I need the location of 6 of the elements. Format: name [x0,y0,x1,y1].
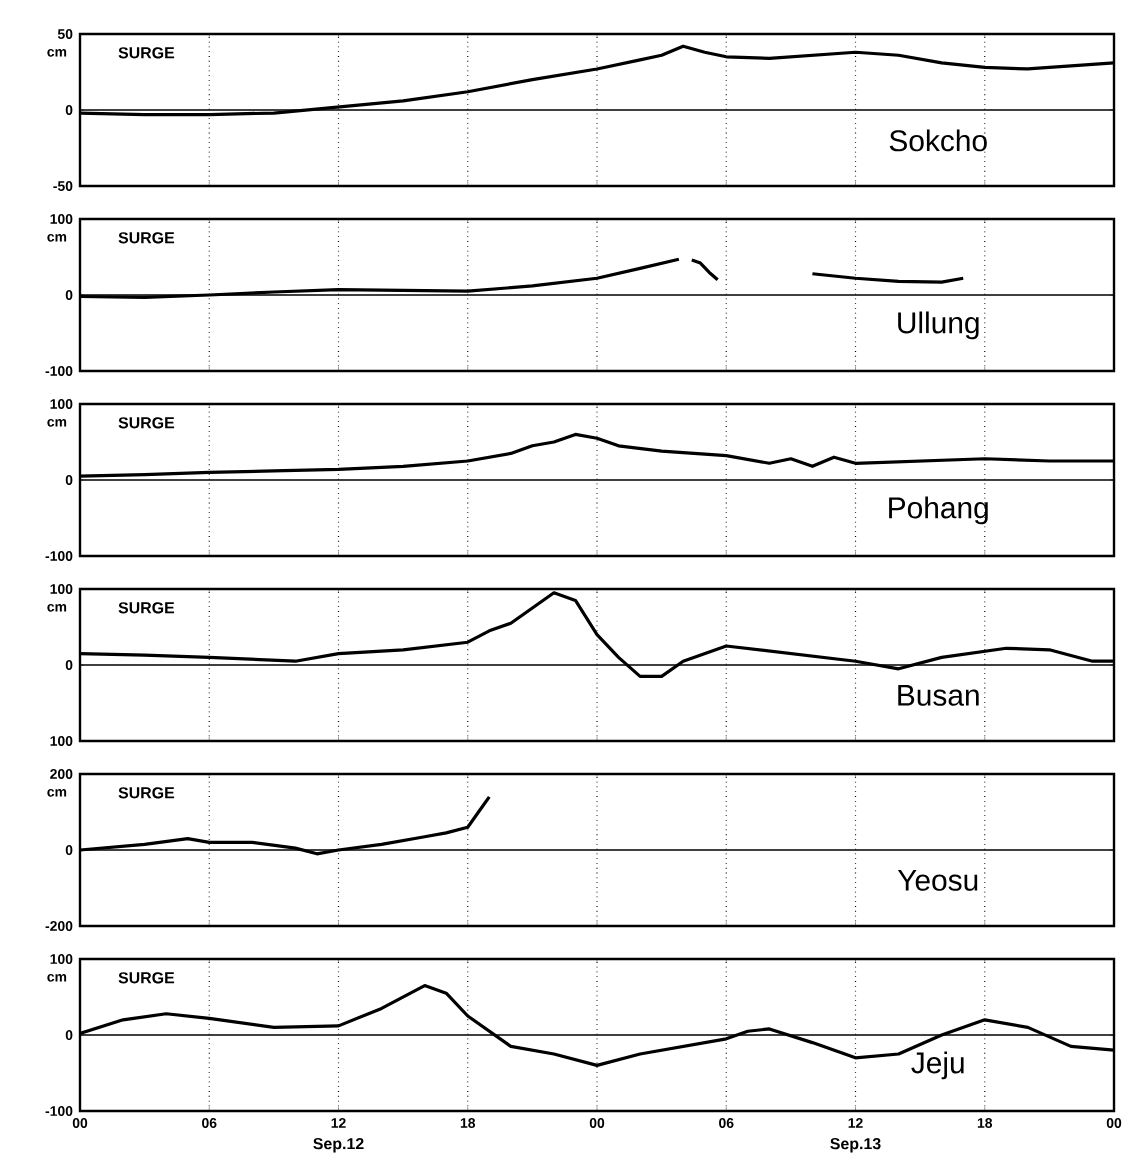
annotation: Jeju [911,1051,964,1080]
annotation: Ullung [898,311,979,340]
annotation: Pohang [889,496,988,525]
annotation: Busan [898,684,979,706]
annotation: Yeosu [897,869,978,891]
annotation: Sokcho [889,129,987,152]
